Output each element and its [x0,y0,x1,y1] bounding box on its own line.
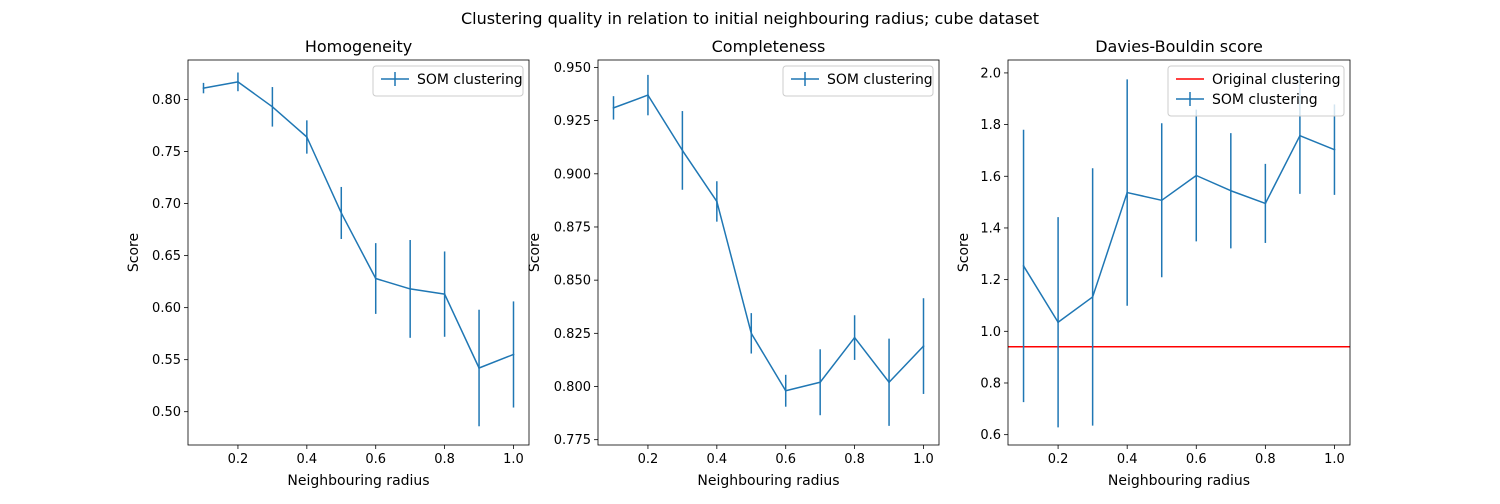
homogeneity-data-point [340,212,343,214]
davies-bouldin-data-point [1229,189,1232,192]
davies-bouldin-ytick-label: 1.4 [980,221,1001,236]
homogeneity-data-point [443,293,446,296]
completeness-xlabel: Neighbouring radius [697,473,839,489]
davies-bouldin-xtick-label: 0.4 [1117,452,1138,467]
completeness-ytick-label: 0.950 [554,61,591,76]
davies-bouldin-xlabel: Neighbouring radius [1108,473,1250,489]
homogeneity-legend-label: SOM clustering [417,72,523,88]
homogeneity-ytick-label: 0.80 [152,93,181,108]
completeness-ytick-label: 0.800 [554,380,591,395]
davies-bouldin-ytick-label: 1.6 [980,170,1001,185]
homogeneity-data-point [478,367,480,369]
homogeneity-legend-box [372,65,524,97]
homogeneity-xtick-label: 0.4 [296,452,317,467]
homogeneity-panel: Homogeneity 0.2 0.4 0.6 0.8 1.0 0.50 0.55 0.60 0.… [126,37,530,489]
homogeneity-ytick-label: 0.50 [152,405,181,420]
davies-bouldin-xtick-label: 0.2 [1048,452,1069,467]
completeness-ytick-label: 0.775 [554,433,591,448]
davies-bouldin-ytick-label: 0.6 [980,428,1001,443]
completeness-ylabel: Score [527,233,543,272]
completeness-axes-frame [597,59,940,446]
completeness-panel: Completeness 0.2 0.4 0.6 0.8 1.0 0.775 0.800 0.8… [527,37,940,489]
homogeneity-data-point [374,277,377,280]
homogeneity-ytick-label: 0.75 [152,145,181,160]
davies-bouldin-data-point [1057,321,1059,324]
homogeneity-xlabel: Neighbouring radius [287,473,429,489]
davies-bouldin-data-point [1333,148,1336,151]
completeness-ytick-label: 0.875 [554,220,591,235]
homogeneity-ytick-label: 0.70 [152,197,181,212]
completeness-xtick-label: 1.0 [913,452,934,467]
davies-bouldin-legend-label: Original clustering [1212,72,1341,88]
completeness-data-point [888,381,890,384]
homogeneity-data-point [409,288,412,290]
homogeneity-ytick-label: 0.65 [152,249,181,264]
completeness-data-point [612,106,615,109]
homogeneity-data-point [271,105,274,108]
homogeneity-data-point [202,87,205,89]
completeness-data-point [750,332,753,335]
davies-bouldin-data-point [1299,134,1301,137]
davies-bouldin-ylabel: Score [956,233,972,272]
davies-bouldin-legend-label: SOM clustering [1212,92,1318,108]
davies-bouldin-axes-frame [1007,59,1351,446]
completeness-xtick-label: 0.2 [638,452,659,467]
homogeneity-ytick-label: 0.55 [152,353,181,368]
davies-bouldin-data-point [1126,191,1129,194]
completeness-xtick-label: 0.8 [844,452,865,467]
davies-bouldin-data-point [1264,202,1267,205]
homogeneity-ylabel: Score [126,233,142,272]
completeness-ytick-label: 0.925 [554,114,591,129]
homogeneity-data-point [305,136,308,138]
homogeneity-ytick-label: 0.60 [152,301,181,316]
homogeneity-xtick-label: 0.6 [365,452,386,467]
homogeneity-data-point [512,353,515,356]
homogeneity-xtick-label: 0.8 [434,452,455,467]
homogeneity-xtick-label: 0.2 [228,452,249,467]
davies-bouldin-series-line [1022,134,1335,324]
homogeneity-data-point [237,80,239,83]
completeness-ytick-label: 0.825 [554,327,591,342]
completeness-ytick-label: 0.900 [554,167,591,182]
completeness-series-line [613,94,925,392]
homogeneity-xtick-label: 1.0 [503,452,524,467]
davies-bouldin-xtick-label: 0.6 [1186,452,1207,467]
davies-bouldin-ytick-label: 1.8 [980,118,1001,133]
davies-bouldin-ytick-label: 1.2 [980,273,1001,288]
completeness-xtick-label: 0.6 [775,452,796,467]
davies-bouldin-xtick-label: 0.8 [1255,452,1276,467]
completeness-data-point [853,336,856,339]
completeness-legend-label: SOM clustering [827,72,933,88]
homogeneity-title: Homogeneity [305,37,412,56]
figure-suptitle: Clustering quality in relation to initia… [461,9,1039,28]
davies-bouldin-data-point [1091,296,1094,298]
completeness-legend-box [782,65,934,97]
davies-bouldin-ytick-label: 1.0 [980,325,1001,340]
davies-bouldin-data-point [1022,265,1025,267]
davies-bouldin-panel: Davies-Bouldin score 0.2 0.4 0.6 0.8 1.0 0.6 0.… [956,37,1351,489]
davies-bouldin-ytick-label: 2.0 [980,66,1001,81]
completeness-data-point [922,345,925,347]
completeness-data-point [681,149,684,152]
completeness-ytick-label: 0.850 [554,274,591,289]
completeness-title: Completeness [712,37,826,56]
homogeneity-series-line [203,81,514,369]
davies-bouldin-title: Davies-Bouldin score [1095,37,1263,56]
homogeneity-axes-frame [187,59,530,446]
completeness-data-point [647,94,649,96]
davies-bouldin-ytick-label: 0.8 [980,376,1001,391]
davies-bouldin-data-point [1160,199,1163,202]
completeness-data-point [784,389,787,392]
davies-bouldin-xtick-label: 1.0 [1324,452,1345,467]
completeness-data-point [819,381,822,384]
davies-bouldin-legend-box [1167,65,1345,117]
completeness-data-point [715,200,718,203]
davies-bouldin-data-point [1195,174,1198,177]
completeness-xtick-label: 0.4 [706,452,727,467]
